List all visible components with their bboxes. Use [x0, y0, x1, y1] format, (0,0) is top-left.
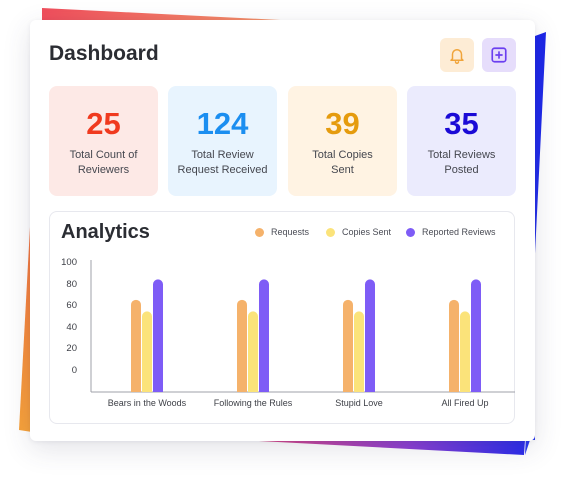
legend-swatch — [406, 227, 415, 237]
bar-base — [343, 386, 353, 392]
legend-requests: Requests — [255, 227, 309, 237]
notifications-button[interactable] — [440, 38, 474, 72]
plus-square-icon — [491, 47, 507, 63]
bar — [343, 299, 353, 392]
bar-base — [153, 386, 163, 392]
bar-base — [365, 386, 375, 392]
y-tick-label: 40 — [66, 322, 77, 333]
legend-swatch — [255, 227, 264, 237]
legend-reported-reviews: Reported Reviews — [406, 227, 496, 237]
bar — [449, 299, 459, 392]
legend-swatch — [326, 227, 335, 237]
add-button[interactable] — [482, 38, 516, 72]
legend-label: Requests — [271, 227, 310, 237]
bar — [460, 311, 470, 392]
bar-base — [237, 386, 247, 392]
bar — [471, 279, 481, 392]
stat-value: 39 — [325, 106, 360, 141]
stat-value: 124 — [196, 106, 249, 141]
bar-base — [142, 386, 152, 392]
analytics-panel: Analytics Requests Copies Sent Reported … — [49, 211, 515, 424]
bar — [153, 279, 163, 392]
bar-base — [354, 386, 364, 392]
y-tick-label: 60 — [66, 300, 77, 311]
y-tick-label: 0 — [72, 365, 77, 376]
bar-base — [449, 386, 459, 392]
bar — [354, 311, 364, 392]
bar — [259, 279, 269, 392]
bar-base — [471, 386, 481, 392]
stat-card-reviews-posted[interactable]: 35 Total Reviews Posted — [407, 86, 516, 196]
stat-card-copies-sent[interactable]: 39 Total Copies Sent — [288, 86, 397, 196]
bar — [142, 311, 152, 392]
stat-value: 35 — [444, 106, 479, 141]
x-tick-label: All Fired Up — [441, 398, 488, 408]
y-tick-label: 100 — [61, 257, 77, 268]
page-title: Dashboard — [49, 42, 159, 65]
stat-card-reviewers[interactable]: 25 Total Count of Reviewers — [49, 86, 158, 196]
bar-base — [131, 386, 141, 392]
stat-value: 25 — [86, 106, 121, 141]
bar — [365, 279, 375, 392]
bar — [248, 311, 258, 392]
legend-label: Copies Sent — [342, 227, 392, 237]
bar — [237, 299, 247, 392]
bar-base — [259, 386, 269, 392]
legend-label: Reported Reviews — [422, 227, 496, 237]
stat-label: Total Reviews Posted — [427, 149, 496, 176]
dashboard-card: Dashboard 25 Total Count of Reviewers 12… — [30, 20, 535, 441]
analytics-title: Analytics — [61, 221, 150, 243]
y-tick-label: 80 — [66, 279, 77, 290]
bar-base — [460, 386, 470, 392]
x-tick-label: Following the Rules — [214, 398, 293, 408]
bar-chart: 0 20 40 60 80 100 Bears in the Woods Following … — [61, 257, 515, 408]
stat-label: Total Review Request Received — [177, 149, 268, 176]
legend-copies-sent: Copies Sent — [326, 227, 391, 237]
x-tick-label: Stupid Love — [335, 398, 383, 408]
stat-label: Total Count of Reviewers — [69, 149, 138, 176]
bar — [131, 299, 141, 392]
x-tick-label: Bears in the Woods — [108, 398, 187, 408]
stat-card-review-requests[interactable]: 124 Total Review Request Received — [168, 86, 277, 196]
stat-label: Total Copies Sent — [312, 149, 373, 176]
y-tick-label: 20 — [66, 343, 77, 354]
bar-base — [248, 386, 258, 392]
bell-icon — [450, 49, 464, 64]
deco-shard-bottom — [240, 440, 525, 455]
